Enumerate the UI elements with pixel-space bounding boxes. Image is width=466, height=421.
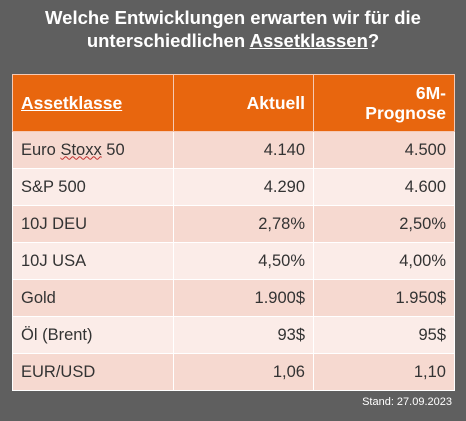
header-asset: Assetklasse [12,74,174,132]
current-value: 4.140 [173,131,314,169]
current-value: 4.290 [173,168,314,206]
title-line-2-post: ? [367,30,380,51]
asset-name: Öl (Brent) [12,316,174,354]
page-title: Welche Entwicklungen erwarten wir für di… [0,6,466,52]
current-value: 93$ [173,316,314,354]
forecast-value: 2,50% [313,205,455,243]
forecast-value: 4.500 [313,131,455,169]
title-line-2: unterschiedlichen Assetklassen? [0,29,466,52]
table-row: 10J USA 4,50% 4,00% [12,242,455,280]
current-value: 1,06 [173,353,314,391]
current-value: 2,78% [173,205,314,243]
header-forecast-line-2: Prognose [365,103,446,123]
forecast-value: 1,10 [313,353,455,391]
table-header-row: Assetklasse Aktuell 6M- Prognose [12,74,455,132]
forecast-value: 1.950$ [313,279,455,317]
table-row: EUR/USD 1,06 1,10 [12,353,455,391]
asset-name: Gold [12,279,174,317]
table-row: Euro Stoxx 50 4.140 4.500 [12,131,455,169]
asset-name: Euro Stoxx 50 [12,131,174,169]
header-forecast-line-1: 6M- [415,83,446,103]
forecast-value: 95$ [313,316,455,354]
forecast-value: 4,00% [313,242,455,280]
table-row: S&P 500 4.290 4.600 [12,168,455,206]
table-row: Öl (Brent) 93$ 95$ [12,316,455,354]
title-line-2-underlined: Assetklassen [249,30,368,51]
current-value: 1.900$ [173,279,314,317]
title-line-2-pre: unterschiedlichen [86,30,250,51]
asset-name: 10J USA [12,242,174,280]
current-value: 4,50% [173,242,314,280]
title-line-1: Welche Entwicklungen erwarten wir für di… [45,7,421,28]
asset-forecast-table: Assetklasse Aktuell 6M- Prognose Euro St… [12,74,455,391]
stand-date: Stand: 27.09.2023 [362,396,452,408]
table-row: 10J DEU 2,78% 2,50% [12,205,455,243]
table-row: Gold 1.900$ 1.950$ [12,279,455,317]
asset-name: EUR/USD [12,353,174,391]
header-current: Aktuell [173,74,314,132]
asset-name: 10J DEU [12,205,174,243]
forecast-value: 4.600 [313,168,455,206]
header-forecast: 6M- Prognose [313,74,455,132]
asset-name: S&P 500 [12,168,174,206]
